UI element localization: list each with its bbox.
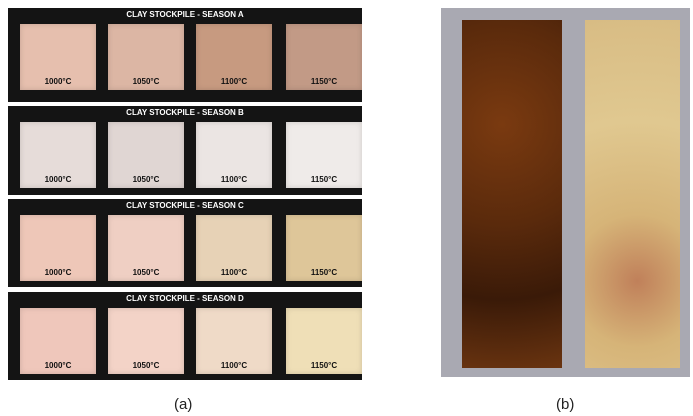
tile-label: 1150°C (310, 268, 338, 277)
tile: 1050°C (108, 24, 184, 90)
tile: 1000°C (20, 308, 96, 374)
tile: 1150°C (286, 24, 362, 90)
tile: 1100°C (196, 24, 272, 90)
tile-label: 1150°C (310, 175, 338, 184)
panel-b (441, 8, 690, 377)
season-row: CLAY STOCKPILE - SEASON B 1000°C 1050°C 110… (8, 106, 362, 195)
tile: 1000°C (20, 215, 96, 281)
tile-label: 1050°C (132, 175, 160, 184)
season-row: CLAY STOCKPILE - SEASON D 1000°C 1050°C 110… (8, 292, 362, 380)
tile: 1100°C (196, 122, 272, 188)
season-row: CLAY STOCKPILE - SEASON A 1000°C 1050°C 110… (8, 8, 362, 102)
tile-label: 1100°C (220, 268, 248, 277)
row-title: CLAY STOCKPILE - SEASON D (126, 294, 244, 303)
tile-label: 1000°C (44, 175, 72, 184)
tile: 1050°C (108, 308, 184, 374)
brick-dark (462, 20, 562, 368)
tile: 1100°C (196, 308, 272, 374)
tile-label: 1050°C (132, 361, 160, 370)
row-title: CLAY STOCKPILE - SEASON A (126, 10, 244, 19)
tile-label: 1150°C (310, 77, 338, 86)
caption-a: (a) (174, 396, 193, 413)
tile-label: 1000°C (44, 77, 72, 86)
tile: 1150°C (286, 122, 362, 188)
tile-label: 1150°C (310, 361, 338, 370)
tile-label: 1100°C (220, 175, 248, 184)
tile-label: 1050°C (132, 268, 160, 277)
tile-label: 1100°C (220, 361, 248, 370)
tile-label: 1100°C (220, 77, 248, 86)
tile: 1050°C (108, 122, 184, 188)
tile: 1150°C (286, 308, 362, 374)
brick-light (585, 20, 680, 368)
tile: 1050°C (108, 215, 184, 281)
tile: 1000°C (20, 122, 96, 188)
tile: 1000°C (20, 24, 96, 90)
season-row: CLAY STOCKPILE - SEASON C 1000°C 1050°C 110… (8, 199, 362, 287)
tile-label: 1050°C (132, 77, 160, 86)
tile-label: 1000°C (44, 361, 72, 370)
tile-label: 1000°C (44, 268, 72, 277)
tile: 1150°C (286, 215, 362, 281)
row-title: CLAY STOCKPILE - SEASON B (126, 108, 244, 117)
row-title: CLAY STOCKPILE - SEASON C (126, 201, 244, 210)
caption-b: (b) (556, 396, 575, 413)
tile: 1100°C (196, 215, 272, 281)
